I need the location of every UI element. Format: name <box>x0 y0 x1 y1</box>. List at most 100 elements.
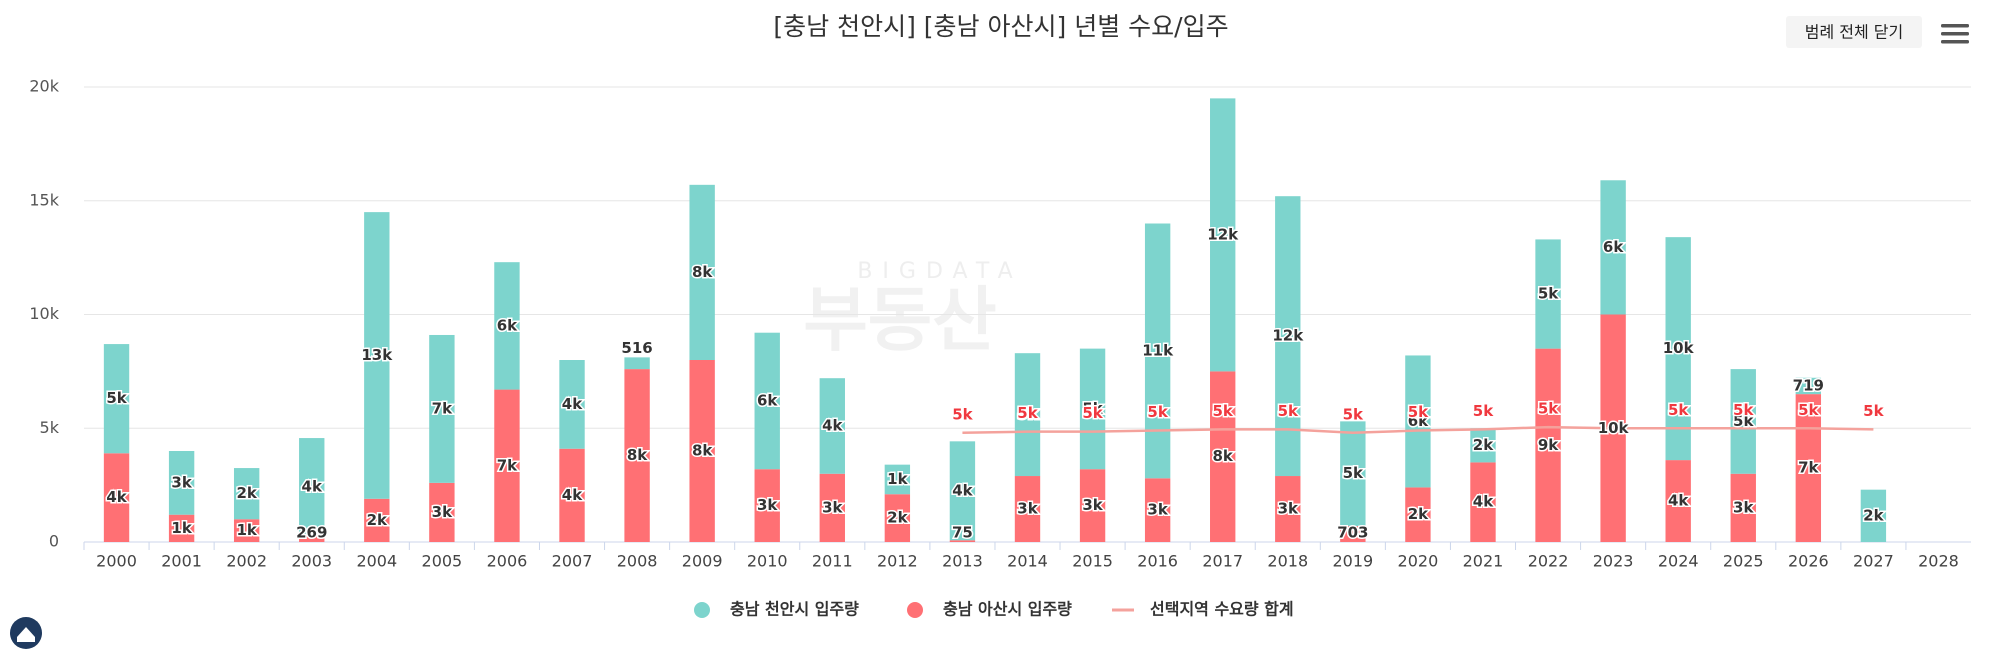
bar <box>1470 428 1496 463</box>
data-label: 13k <box>361 346 393 364</box>
data-label: 75 <box>952 524 973 542</box>
x-tick-label: 2015 <box>1072 552 1113 571</box>
bar <box>299 535 325 542</box>
x-tick-label: 2009 <box>682 552 723 571</box>
y-tick-label: 10k <box>29 304 59 323</box>
site-logo[interactable] <box>10 617 42 649</box>
data-label: 3k <box>1017 500 1038 518</box>
y-tick-label: 0 <box>49 532 59 551</box>
bar <box>1795 394 1822 542</box>
bar <box>1144 223 1171 479</box>
data-label: 6k <box>497 316 518 334</box>
data-label: 269 <box>296 524 327 542</box>
data-label: 1k <box>236 521 257 539</box>
x-tick-label: 2013 <box>942 552 983 571</box>
line-label: 5k <box>1212 402 1233 420</box>
data-label: 719 <box>1793 376 1824 394</box>
bar <box>168 514 195 542</box>
data-label: 10k <box>1598 419 1630 437</box>
menu-icon[interactable] <box>1941 24 1969 44</box>
bar <box>1275 476 1301 542</box>
x-tick-label: 2022 <box>1528 552 1569 571</box>
x-tick-label: 2012 <box>877 552 918 571</box>
data-label: 3k <box>1082 496 1103 514</box>
bar <box>494 389 520 542</box>
bar <box>1210 98 1236 372</box>
x-tick-label: 2020 <box>1398 552 1439 571</box>
bar <box>819 378 845 474</box>
data-label: 2k <box>1408 505 1429 523</box>
bar <box>429 482 455 542</box>
bar <box>1730 369 1756 474</box>
bar <box>1405 487 1431 542</box>
bar <box>754 332 780 470</box>
bar <box>1210 371 1236 542</box>
bar <box>103 453 130 542</box>
x-tick-label: 2019 <box>1332 552 1373 571</box>
legend-toggle-button[interactable] <box>1786 16 1922 48</box>
data-label: 8k <box>1212 447 1233 465</box>
y-tick-label: 5k <box>40 418 60 437</box>
x-tick-label: 2006 <box>487 552 528 571</box>
bar <box>1860 489 1887 542</box>
x-tick-label: 2017 <box>1202 552 1243 571</box>
data-label: 2k <box>1863 506 1884 524</box>
bar <box>754 469 780 542</box>
line-label: 5k <box>1017 404 1038 422</box>
data-label: 12k <box>1272 327 1304 345</box>
bar <box>1600 180 1626 315</box>
data-label: 2k <box>367 511 388 529</box>
chart-title: [충남 천안시] [충남 아산시] 년별 수요/입주 <box>773 12 1228 41</box>
line-label: 5k <box>1798 401 1819 419</box>
line-label: 5k <box>1668 401 1689 419</box>
data-label: 3k <box>757 496 778 514</box>
line-label: 5k <box>1538 400 1559 418</box>
menu-bar[interactable] <box>1941 24 1969 28</box>
x-tick-label: 2000 <box>96 552 137 571</box>
data-label: 11k <box>1142 341 1174 359</box>
data-label: 12k <box>1207 225 1239 243</box>
bar <box>559 448 585 542</box>
line-label: 5k <box>1863 402 1884 420</box>
data-label: 1k <box>171 519 192 537</box>
menu-bar[interactable] <box>1941 32 1969 36</box>
bar <box>949 441 976 541</box>
data-label: 516 <box>621 339 652 357</box>
x-tick-label: 2002 <box>226 552 267 571</box>
data-label: 6k <box>757 391 778 409</box>
menu-bar[interactable] <box>1941 40 1969 44</box>
bar <box>299 438 325 536</box>
bar <box>624 369 650 542</box>
bar <box>1665 460 1691 542</box>
bar <box>624 357 650 370</box>
bar <box>949 540 976 542</box>
data-label: 1k <box>887 470 908 488</box>
bar <box>689 184 715 360</box>
data-label: 4k <box>952 481 973 499</box>
bar <box>1014 476 1041 542</box>
x-tick-label: 2010 <box>747 552 788 571</box>
bar <box>364 498 390 542</box>
line-label: 5k <box>1278 402 1299 420</box>
bar <box>1340 421 1366 527</box>
logo-house[interactable] <box>17 627 35 642</box>
data-label: 3k <box>432 503 453 521</box>
data-label: 4k <box>302 477 323 495</box>
data-label: 2k <box>1473 436 1494 454</box>
bar <box>233 468 260 520</box>
data-label: 7k <box>497 456 518 474</box>
x-tick-label: 2003 <box>291 552 332 571</box>
bar <box>1144 478 1171 542</box>
data-label: 703 <box>1337 524 1368 542</box>
data-label: 8k <box>692 263 713 281</box>
bar <box>1665 237 1691 461</box>
line-label: 5k <box>1343 405 1364 423</box>
x-tick-label: 2014 <box>1007 552 1048 571</box>
x-tick-label: 2023 <box>1593 552 1634 571</box>
data-label: 10k <box>1663 339 1695 357</box>
data-label: 2k <box>887 509 908 527</box>
data-label: 5k <box>106 389 127 407</box>
legend-toggle-label[interactable]: 범례 전체 닫기 <box>1805 23 1904 42</box>
x-tick-label: 2007 <box>552 552 593 571</box>
